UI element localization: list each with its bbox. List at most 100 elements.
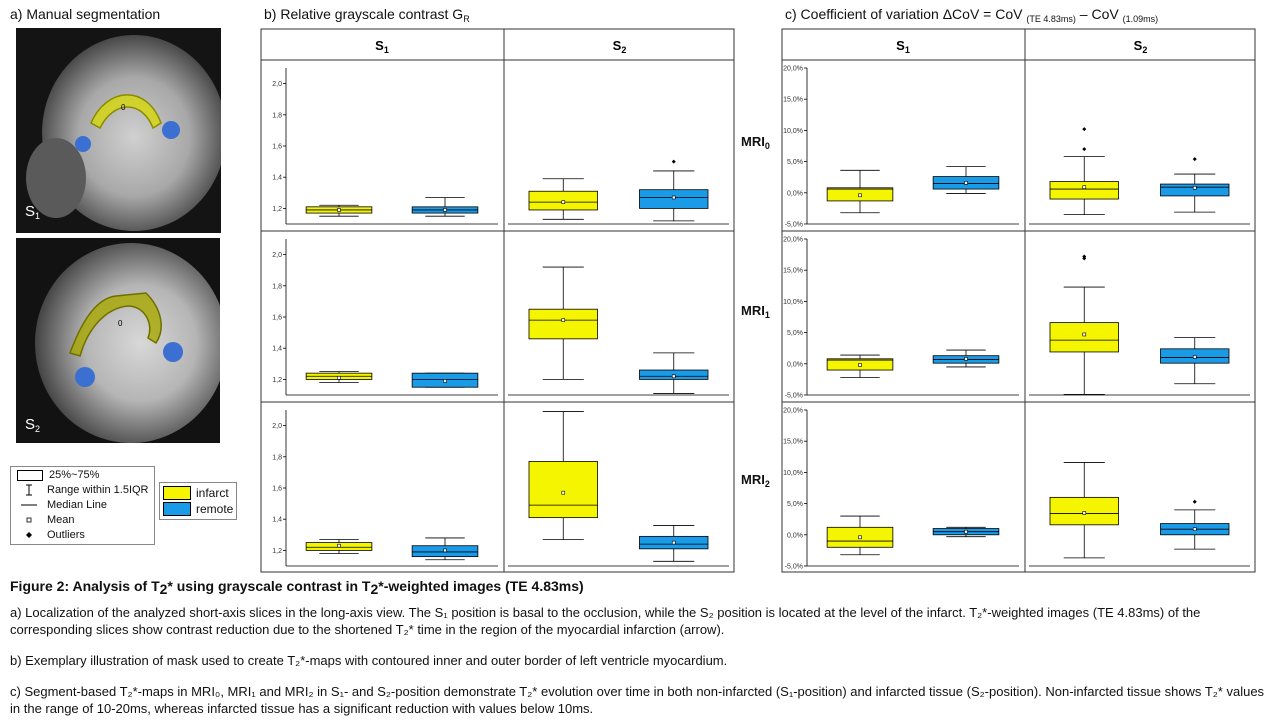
- mri-image-s2: 0: [16, 238, 220, 443]
- coefficient-of-variation-chart: S1 S2 -5,0% 0,0% 5,0% 10,0% 15,0% 20,0% -5,0% 0,0…: [781, 28, 1256, 573]
- legend-remote-label: remote: [196, 502, 234, 516]
- column-header-s1: S1: [896, 38, 910, 55]
- legend-median-icon: [21, 504, 37, 506]
- box-iqr: [528, 308, 598, 340]
- y-tick-label: 20,0%: [783, 408, 803, 415]
- y-tick-label: 0,0%: [787, 361, 803, 368]
- y-tick-label: 1,8: [272, 454, 282, 461]
- legend-range-label: Range within 1.5IQR: [47, 484, 149, 496]
- caption-paragraph-b: b) Exemplary illustration of mask used t…: [10, 653, 728, 668]
- box-remote-r1-c0: [411, 372, 479, 388]
- box-iqr: [1049, 496, 1119, 526]
- mean-marker: [337, 376, 341, 380]
- box-iqr: [1049, 322, 1119, 353]
- legend-infarct-label: infarct: [196, 486, 229, 500]
- mean-marker: [858, 363, 862, 367]
- y-tick-label: 1,2: [272, 377, 282, 384]
- mean-marker: [1082, 185, 1087, 189]
- panel-a-title: a) Manual segmentation: [10, 6, 161, 22]
- outlier-point: [1192, 499, 1197, 504]
- outlier-point: [1082, 254, 1087, 259]
- box-infarct-r2-c1: [1049, 462, 1119, 559]
- legend-box-swatch: [17, 469, 43, 481]
- box-remote-r2-c0: [411, 537, 479, 561]
- row-label-mri1: MRI1: [741, 303, 770, 320]
- y-tick-label: 15,0%: [783, 97, 803, 104]
- y-tick-label: 10,0%: [783, 299, 803, 306]
- mean-marker: [671, 195, 676, 200]
- box-infarct-r0-c1: [1049, 127, 1119, 216]
- y-tick-label: 0,0%: [787, 190, 803, 197]
- y-tick-label: 1,4: [272, 346, 282, 353]
- caption-paragraph-a: a) Localization of the analyzed short-ax…: [10, 605, 1201, 637]
- mean-marker: [443, 548, 447, 553]
- mean-marker: [858, 535, 862, 540]
- box-infarct-r2-c0: [826, 515, 894, 556]
- svg-text:0: 0: [121, 103, 126, 112]
- caption-paragraph-c: c) Segment-based T₂*-maps in MRI₀, MRI₁ …: [10, 684, 1265, 716]
- y-tick-label: 0,0%: [787, 532, 803, 539]
- chart-frame: [260, 28, 735, 573]
- box-remote-r1-c1: [639, 352, 709, 394]
- mean-marker: [1192, 355, 1197, 359]
- y-tick-label: 2,0: [272, 423, 282, 430]
- y-tick-label: 20,0%: [783, 66, 803, 73]
- mean-marker: [1082, 511, 1087, 515]
- box-iqr: [1049, 181, 1119, 200]
- y-tick-label: 2,0: [272, 81, 282, 88]
- column-header-s1: S1: [375, 38, 389, 55]
- y-tick-label: 1,6: [272, 144, 282, 151]
- box-remote-r2-c1: [639, 525, 709, 562]
- mean-marker: [337, 208, 341, 212]
- box-remote-r0-c1: [639, 159, 709, 222]
- slice-label-s2: S2: [25, 416, 41, 434]
- mean-marker: [561, 318, 566, 322]
- y-tick-label: 1,4: [272, 175, 282, 182]
- box-infarct-r1-c1: [528, 266, 598, 380]
- mean-marker: [443, 208, 447, 212]
- mean-marker: [964, 181, 968, 185]
- mean-marker: [964, 357, 968, 361]
- y-tick-label: 1,8: [272, 283, 282, 290]
- box-remote-r0-c0: [411, 197, 479, 217]
- svg-text:0: 0: [118, 319, 123, 328]
- box-remote-r2-c1: [1160, 499, 1230, 550]
- outlier-point: [671, 159, 676, 164]
- row-label-mri0: MRI0: [741, 134, 770, 151]
- mean-marker: [1192, 186, 1197, 190]
- column-header-s2: S2: [613, 38, 627, 55]
- box-infarct-r1-c1: [1049, 254, 1119, 395]
- box-infarct-r1-c0: [826, 354, 894, 378]
- legend-median-label: Median Line: [47, 499, 107, 511]
- y-tick-label: 15,0%: [783, 439, 803, 446]
- y-tick-label: -5,0%: [785, 564, 803, 571]
- legend-outliers-label: Outliers: [47, 529, 85, 541]
- box-remote-r1-c0: [932, 349, 1000, 368]
- group-legend: infarct remote: [159, 482, 237, 520]
- legend-mean-icon: [26, 517, 32, 523]
- y-tick-label: 1,6: [272, 315, 282, 322]
- box-infarct-r2-c1: [528, 411, 598, 540]
- y-tick-label: 5,0%: [787, 159, 803, 166]
- legend-mean-label: Mean: [47, 514, 75, 526]
- mean-marker: [1082, 332, 1087, 337]
- y-tick-label: 15,0%: [783, 268, 803, 275]
- box-remote-r2-c0: [932, 526, 1000, 538]
- mean-marker: [443, 379, 447, 383]
- column-header-s2: S2: [1134, 38, 1148, 55]
- y-tick-label: 10,0%: [783, 470, 803, 477]
- y-tick-label: -5,0%: [785, 222, 803, 229]
- box-iqr: [528, 461, 598, 519]
- mean-marker: [964, 529, 968, 534]
- y-tick-label: 2,0: [272, 252, 282, 259]
- mean-marker: [671, 374, 676, 379]
- mean-marker: [337, 543, 341, 548]
- y-tick-label: 10,0%: [783, 128, 803, 135]
- outlier-point: [1082, 147, 1087, 152]
- legend-box-label: 25%~75%: [49, 469, 100, 481]
- panel-b-title: b) Relative grayscale contrast GR: [264, 6, 470, 24]
- box-infarct-r1-c0: [305, 371, 373, 383]
- outlier-point: [1192, 157, 1197, 162]
- outlier-point: [1082, 127, 1087, 132]
- box-remote-r0-c0: [932, 166, 1000, 194]
